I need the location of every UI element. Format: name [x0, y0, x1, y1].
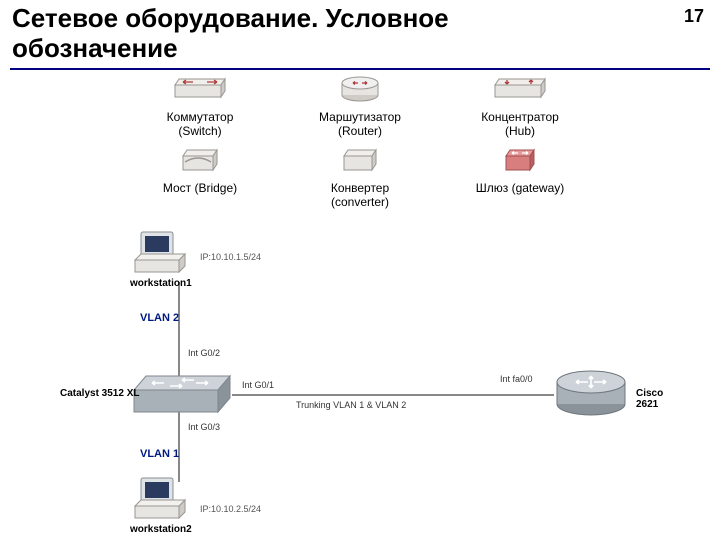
label-text: Маршутизатор	[319, 110, 401, 124]
vlan2-label: VLAN 2	[140, 312, 179, 324]
trunk-label: Trunking VLAN 1 & VLAN 2	[296, 400, 406, 410]
ip-label-ws1: IP:10.10.1.5/24	[200, 252, 261, 262]
node-label: workstation1	[130, 278, 192, 289]
page-number: 17	[684, 6, 704, 27]
router-icon	[330, 72, 390, 108]
workstation-icon	[133, 230, 189, 278]
port-top-label: Int G0/2	[188, 348, 220, 358]
title-rule	[10, 68, 710, 70]
legend-cell-switch: Коммутатор (Switch)	[125, 72, 275, 139]
label-text: (converter)	[331, 195, 389, 209]
switch-label: Catalyst 3512 XL	[60, 388, 140, 399]
vlan1-label: VLAN 1	[140, 448, 179, 460]
port-right-label: Int G0/1	[242, 380, 274, 390]
port-bottom-label: Int G0/3	[188, 422, 220, 432]
label-text: Мост (Bridge)	[163, 181, 237, 195]
gateway-icon	[490, 143, 550, 179]
node-switch	[130, 370, 234, 420]
link-ws1-switch	[178, 282, 180, 380]
label-text: Шлюз (gateway)	[476, 181, 565, 195]
legend-cell-bridge: Мост (Bridge)	[125, 143, 275, 195]
ip-label-ws2: IP:10.10.2.5/24	[200, 504, 261, 514]
legend-label-router: Маршутизатор (Router)	[319, 110, 401, 139]
legend-cell-converter: Конвертер (converter)	[285, 143, 435, 210]
converter-icon	[330, 143, 390, 179]
workstation-icon	[133, 476, 189, 524]
legend-label-gateway: Шлюз (gateway)	[476, 181, 565, 195]
legend-cell-gateway: Шлюз (gateway)	[445, 143, 595, 195]
node-label: workstation2	[130, 524, 192, 535]
label-text: Концентратор	[481, 110, 559, 124]
node-workstation2: workstation2	[130, 476, 192, 535]
legend-cell-router: Маршутизатор (Router)	[285, 72, 435, 139]
label-text: Конвертер	[331, 181, 389, 195]
label-text: (Switch)	[178, 124, 221, 138]
link-switch-router	[232, 394, 554, 396]
node-router	[550, 364, 632, 420]
legend-row-1: Коммутатор (Switch) Мар	[120, 72, 600, 139]
hub-icon	[490, 72, 550, 108]
legend-cell-hub: Концентратор (Hub)	[445, 72, 595, 139]
legend-table: Коммутатор (Switch) Мар	[120, 72, 600, 214]
label-text: (Hub)	[505, 124, 535, 138]
legend-label-bridge: Мост (Bridge)	[163, 181, 237, 195]
label-text: Коммутатор	[167, 110, 234, 124]
bridge-icon	[170, 143, 230, 179]
router-label: Cisco 2621	[636, 388, 680, 410]
legend-label-switch: Коммутатор (Switch)	[167, 110, 234, 139]
switch-3d-icon	[130, 370, 234, 420]
node-workstation1: workstation1	[130, 230, 192, 289]
network-diagram: workstation1 IP:10.10.1.5/24 VLAN 2 Int …	[60, 230, 680, 520]
router-port-label: Int fa0/0	[500, 374, 533, 384]
slide-title: Сетевое оборудование. Условное обозначен…	[12, 4, 612, 64]
router-3d-icon	[550, 364, 632, 420]
legend-row-2: Мост (Bridge) Конвертер (converter)	[120, 143, 600, 210]
label-text: (Router)	[338, 124, 382, 138]
switch-icon	[170, 72, 230, 108]
legend-label-hub: Концентратор (Hub)	[481, 110, 559, 139]
link-ws2-switch	[178, 412, 180, 482]
legend-label-converter: Конвертер (converter)	[331, 181, 389, 210]
